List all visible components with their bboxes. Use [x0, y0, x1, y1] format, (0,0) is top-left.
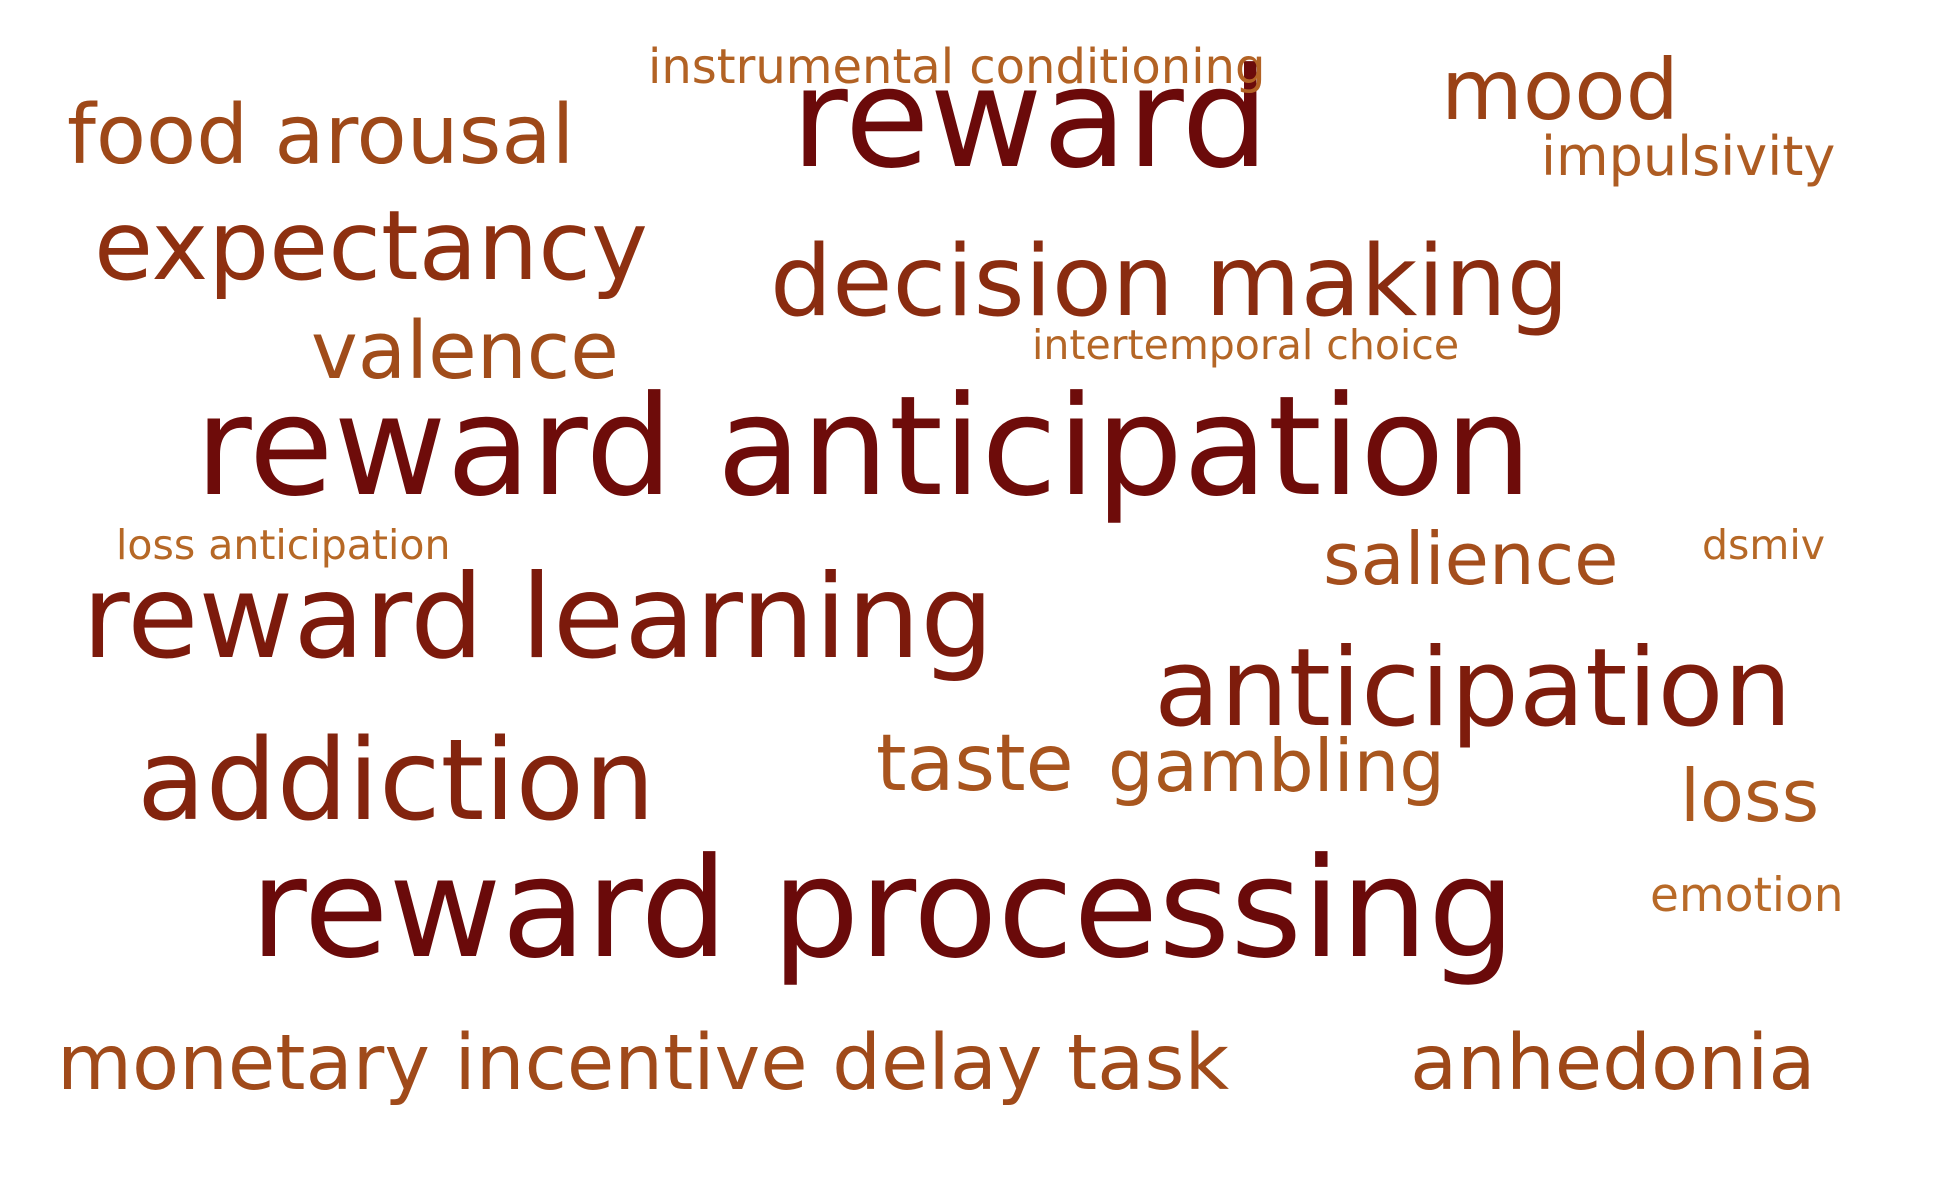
word-impulsivity: impulsivity	[1541, 125, 1836, 188]
word-instrumental-conditioning: instrumental conditioning	[648, 39, 1266, 95]
word-monetary-incentive-delay-task: monetary incentive delay task	[57, 1019, 1230, 1108]
word-reward-anticipation: reward anticipation	[195, 366, 1533, 527]
word-emotion: emotion	[1650, 868, 1844, 923]
word-food-arousal: food arousal	[67, 88, 575, 183]
word-loss-anticipation: loss anticipation	[116, 521, 451, 569]
word-gambling: gambling	[1108, 724, 1446, 808]
word-addiction: addiction	[137, 716, 656, 846]
word-taste: taste	[876, 719, 1074, 809]
word-loss: loss	[1680, 754, 1820, 838]
word-reward-learning: reward learning	[82, 550, 994, 685]
word-salience: salience	[1323, 517, 1619, 601]
word-intertemporal-choice: intertemporal choice	[1032, 321, 1460, 369]
word-anticipation: anticipation	[1154, 626, 1792, 751]
word-reward-processing: reward processing	[250, 828, 1516, 989]
word-decision-making: decision making	[770, 225, 1569, 339]
word-reward: reward	[791, 38, 1269, 199]
word-dsmiv: dsmiv	[1702, 521, 1825, 569]
word-expectancy: expectancy	[94, 190, 648, 302]
word-anhedonia: anhedonia	[1410, 1019, 1816, 1108]
word-mood: mood	[1441, 41, 1679, 139]
word-valence: valence	[311, 305, 619, 397]
